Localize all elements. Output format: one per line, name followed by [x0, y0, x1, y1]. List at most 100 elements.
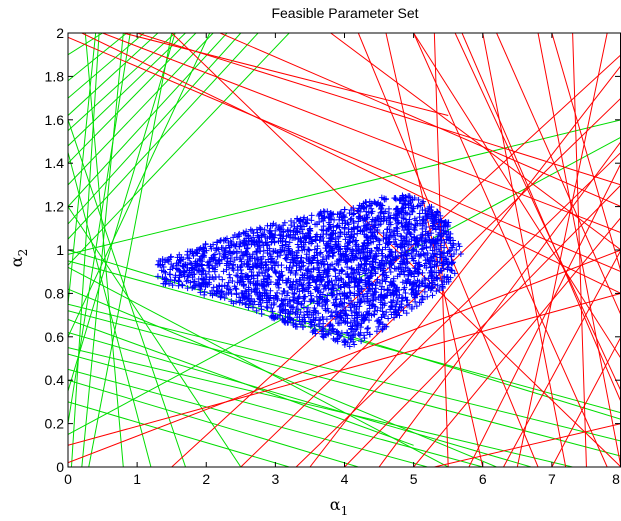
feasible-point — [238, 270, 245, 277]
feasible-point — [440, 231, 447, 238]
feasible-point — [406, 211, 413, 218]
feasible-point — [364, 234, 371, 241]
feasible-point — [247, 226, 254, 233]
feasible-point — [377, 221, 384, 228]
feasible-point — [391, 290, 398, 297]
feasible-point — [176, 251, 183, 258]
feasible-point — [264, 299, 271, 306]
feasible-point — [354, 230, 361, 237]
red-constraint-line — [434, 423, 621, 467]
feasible-point — [271, 262, 278, 269]
feasible-point — [348, 233, 355, 240]
feasible-point — [347, 256, 354, 263]
feasible-point — [328, 329, 335, 336]
feasible-point — [383, 292, 390, 299]
feasible-point — [261, 226, 268, 233]
feasible-point — [448, 259, 455, 266]
feasible-point — [397, 196, 404, 203]
feasible-point — [293, 306, 300, 313]
feasible-point — [296, 288, 303, 295]
feasible-point — [325, 308, 332, 315]
feasible-point — [436, 248, 443, 255]
feasible-point — [333, 287, 340, 294]
feasible-point — [298, 254, 305, 261]
green-constraint-line — [68, 119, 186, 467]
feasible-point — [386, 215, 393, 222]
feasible-point — [158, 267, 165, 274]
feasible-point — [407, 194, 413, 201]
feasible-point — [213, 239, 220, 246]
feasible-point — [194, 250, 201, 257]
red-constraint-line — [468, 162, 621, 467]
feasible-point — [392, 288, 399, 295]
feasible-point — [236, 243, 243, 250]
green-constraint-line — [68, 33, 176, 392]
feasible-point — [263, 242, 270, 249]
feasible-point — [338, 276, 345, 283]
feasible-point — [239, 252, 246, 259]
feasible-point — [292, 310, 299, 317]
feasible-point — [232, 285, 239, 292]
feasible-point — [200, 267, 207, 274]
feasible-point — [411, 237, 418, 244]
feasible-point — [416, 262, 423, 269]
feasible-point — [378, 314, 385, 321]
green-constraint-line — [68, 33, 97, 305]
feasible-point — [292, 270, 299, 277]
red-constraint-line — [461, 33, 621, 403]
feasible-point — [342, 253, 349, 260]
green-constraint-line — [68, 33, 259, 240]
feasible-point — [341, 338, 348, 345]
feasible-point — [332, 238, 339, 245]
feasible-point — [223, 235, 230, 242]
feasible-point — [223, 285, 230, 292]
green-constraint-line — [68, 33, 159, 116]
feasible-point — [239, 299, 246, 306]
feasible-point — [213, 245, 220, 252]
feasible-point — [433, 240, 440, 247]
feasible-point — [281, 318, 288, 325]
feasible-point — [220, 236, 227, 243]
feasible-point — [369, 233, 376, 240]
y-tick-label: 2 — [56, 25, 64, 41]
feasible-point — [162, 275, 169, 282]
feasible-point — [424, 293, 431, 300]
feasible-point — [392, 236, 399, 243]
feasible-point — [330, 249, 337, 256]
feasible-point — [401, 259, 408, 266]
feasible-point — [264, 304, 271, 311]
feasible-point — [294, 215, 301, 222]
feasible-point — [290, 317, 297, 324]
feasible-point — [197, 257, 204, 264]
feasible-point — [355, 287, 362, 294]
feasible-point — [180, 263, 187, 270]
feasible-point — [353, 309, 360, 316]
y-tick-label: 1.8 — [45, 68, 65, 84]
feasible-point — [305, 239, 312, 246]
feasible-point — [394, 295, 401, 302]
feasible-point — [428, 204, 435, 211]
feasible-point — [366, 310, 373, 317]
feasible-point — [420, 216, 427, 223]
feasible-point — [317, 276, 324, 283]
feasible-point — [405, 225, 412, 232]
feasible-point — [331, 266, 338, 273]
feasible-point — [281, 288, 288, 295]
feasible-point — [411, 265, 418, 272]
feasible-point — [436, 259, 443, 266]
feasible-point — [362, 224, 369, 231]
feasible-point — [245, 291, 252, 298]
green-constraint-line — [68, 331, 532, 467]
feasible-point — [455, 240, 462, 247]
feasible-point — [372, 259, 379, 266]
feasible-point — [396, 197, 403, 204]
feasible-point — [337, 312, 344, 319]
feasible-point — [213, 290, 220, 297]
feasible-point — [447, 234, 454, 241]
feasible-point — [402, 289, 409, 296]
feasible-point — [423, 244, 430, 251]
feasible-point — [424, 230, 431, 237]
feasible-point — [371, 222, 378, 229]
feasible-point — [438, 218, 445, 225]
feasible-point — [318, 212, 325, 219]
